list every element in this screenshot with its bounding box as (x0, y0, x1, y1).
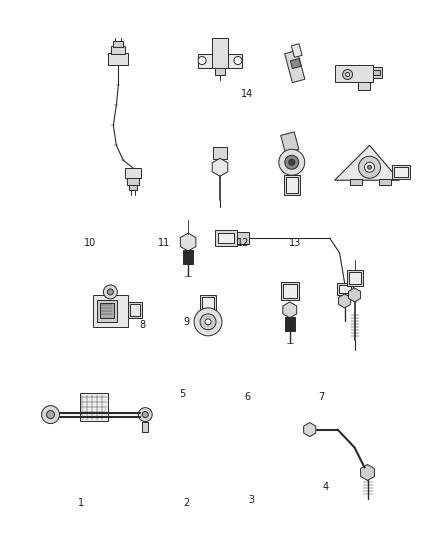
Circle shape (103, 285, 117, 299)
Bar (284, 175, 300, 195)
Bar (142, 422, 148, 432)
Text: 3: 3 (249, 495, 255, 505)
Bar (395, 167, 408, 177)
Circle shape (138, 408, 152, 422)
Circle shape (359, 156, 381, 178)
Circle shape (42, 406, 60, 424)
Circle shape (198, 56, 206, 64)
Bar (285, 317, 295, 331)
Bar (237, 232, 249, 244)
Bar (81, 393, 108, 421)
Bar (127, 178, 139, 185)
Bar (350, 179, 361, 185)
Circle shape (194, 308, 222, 336)
Polygon shape (290, 59, 301, 69)
Bar (200, 295, 216, 313)
Bar (339, 285, 350, 293)
Polygon shape (360, 464, 374, 480)
Circle shape (364, 162, 374, 172)
Polygon shape (212, 158, 228, 176)
Circle shape (346, 72, 350, 77)
Polygon shape (339, 294, 351, 308)
Text: 11: 11 (158, 238, 170, 247)
Bar (215, 68, 225, 76)
Bar (111, 46, 125, 53)
Bar (183, 250, 193, 264)
Circle shape (343, 69, 353, 79)
Text: 2: 2 (183, 498, 189, 508)
Text: 6: 6 (244, 392, 251, 402)
Bar (283, 284, 297, 298)
Polygon shape (335, 146, 399, 180)
Text: 5: 5 (179, 389, 185, 399)
Bar (357, 83, 370, 91)
Circle shape (205, 319, 211, 325)
Bar (213, 44, 227, 53)
Circle shape (142, 411, 148, 417)
Polygon shape (304, 423, 316, 437)
Bar (198, 53, 242, 68)
Bar (130, 304, 140, 316)
Bar (93, 295, 128, 327)
Text: 13: 13 (289, 238, 301, 247)
Text: 9: 9 (183, 317, 189, 327)
Polygon shape (180, 233, 196, 251)
Circle shape (107, 289, 113, 295)
Text: 4: 4 (323, 482, 329, 492)
Bar (337, 283, 353, 295)
Polygon shape (291, 44, 302, 58)
Circle shape (234, 56, 242, 64)
Bar (372, 69, 381, 76)
Circle shape (279, 149, 305, 175)
Bar (379, 179, 392, 185)
Bar (202, 297, 214, 311)
Text: 1: 1 (78, 498, 85, 508)
Bar (218, 233, 234, 243)
Bar (346, 270, 363, 286)
Bar (128, 302, 142, 318)
Circle shape (289, 159, 295, 165)
Bar (97, 300, 117, 322)
Polygon shape (285, 51, 305, 83)
Text: 8: 8 (140, 320, 146, 330)
Bar (286, 177, 298, 193)
Text: 7: 7 (318, 392, 325, 402)
Polygon shape (281, 132, 299, 153)
Text: 14: 14 (241, 88, 254, 99)
Bar (392, 165, 410, 179)
Bar (281, 282, 299, 300)
Circle shape (367, 165, 371, 169)
Bar (108, 53, 128, 64)
Bar (212, 38, 228, 68)
Bar (129, 185, 137, 190)
Bar (213, 147, 227, 159)
Polygon shape (283, 302, 297, 318)
Bar (372, 67, 382, 78)
Bar (349, 272, 360, 284)
Bar (215, 230, 237, 246)
Circle shape (285, 155, 299, 169)
Circle shape (46, 410, 54, 418)
Bar (113, 41, 124, 46)
Bar (125, 168, 141, 178)
Bar (100, 303, 114, 318)
Polygon shape (349, 288, 360, 302)
Circle shape (200, 314, 216, 330)
Text: 12: 12 (237, 238, 249, 247)
Bar (335, 64, 372, 83)
Text: 10: 10 (84, 238, 96, 247)
